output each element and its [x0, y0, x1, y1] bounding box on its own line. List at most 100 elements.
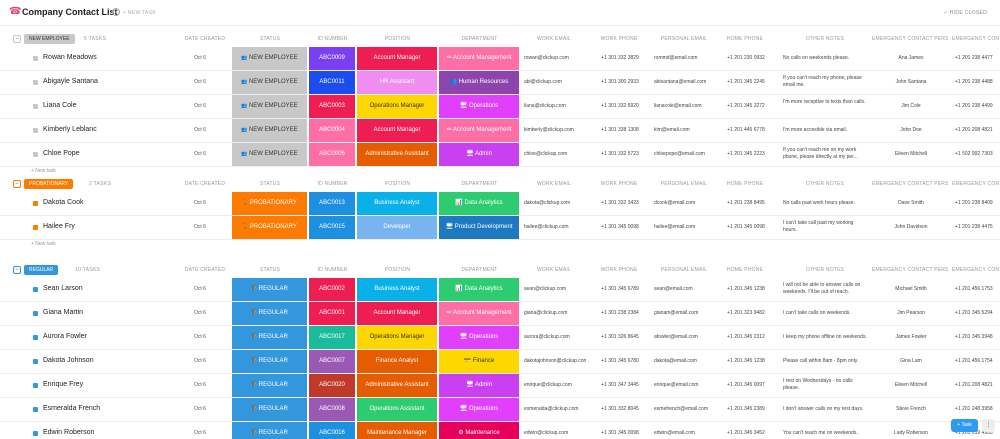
- work-phone[interactable]: +1 301 345 0098: [601, 430, 639, 436]
- work-email[interactable]: abi@clickup.com: [524, 79, 562, 85]
- table-row[interactable]: Hailee Fry Oct 6 🚶 PROBATIONARY ABC0015 Deve…: [0, 216, 1000, 240]
- column-header[interactable]: WORK PHONE: [600, 36, 638, 42]
- status-square-icon[interactable]: [33, 287, 38, 292]
- emergency-contact[interactable]: Eileen Mitchell: [894, 382, 928, 388]
- work-phone[interactable]: +1 301 332 5920: [601, 103, 639, 109]
- department-cell[interactable]: 🖥 Admin: [439, 374, 520, 397]
- id-number-cell[interactable]: ABC0013: [309, 192, 356, 215]
- work-email[interactable]: sean@clickup.com: [524, 286, 567, 292]
- other-notes[interactable]: I'm more receptive to texts than calls.: [783, 99, 866, 105]
- info-icon[interactable]: i: [112, 8, 120, 16]
- work-email[interactable]: liana@clickup.com: [524, 103, 566, 109]
- status-square-icon[interactable]: [33, 80, 38, 85]
- status-cell[interactable]: 👫 REGULAR: [232, 302, 308, 325]
- column-header[interactable]: OTHER NOTES: [805, 267, 845, 273]
- emergency-phone[interactable]: +1 201 239 4953: [955, 430, 993, 436]
- department-cell[interactable]: 🖥 Operations: [439, 95, 520, 118]
- department-cell[interactable]: ⚙ Maintenance: [439, 422, 520, 439]
- emergency-phone[interactable]: +1 201 238 4475: [955, 224, 993, 230]
- column-header[interactable]: WORK EMAIL: [537, 36, 571, 42]
- task-name[interactable]: Rowan Meadows: [43, 54, 97, 61]
- personal-email[interactable]: dakota@email.com: [654, 358, 697, 364]
- column-header[interactable]: EMERGENCY CONTA: [952, 36, 1000, 42]
- table-row[interactable]: Abigayle Santana Oct 6 👥 NEW EMPLOYEE ABC00…: [0, 71, 1000, 95]
- status-cell[interactable]: 👥 NEW EMPLOYEE: [232, 47, 308, 70]
- home-phone[interactable]: +1 201 345 2389: [727, 406, 765, 412]
- work-phone[interactable]: +1 301 338 1308: [601, 127, 639, 133]
- status-cell[interactable]: 👫 REGULAR: [232, 374, 308, 397]
- id-number-cell[interactable]: ABC0007: [309, 350, 356, 373]
- position-cell[interactable]: Administrative Assistant: [357, 374, 438, 397]
- status-cell[interactable]: 👥 NEW EMPLOYEE: [232, 95, 308, 118]
- column-header[interactable]: EMERGENCY CONTACT PERSON: [872, 181, 948, 187]
- work-phone[interactable]: +1 301 332 3423: [601, 200, 639, 206]
- work-phone[interactable]: +1 301 332 3829: [601, 55, 639, 61]
- status-cell[interactable]: 👫 REGULAR: [232, 350, 308, 373]
- column-header[interactable]: PERSONAL EMAIL: [660, 36, 708, 42]
- emergency-phone[interactable]: +1 201 248 3958: [955, 406, 993, 412]
- task-name[interactable]: Esmeralda French: [43, 405, 101, 412]
- work-email[interactable]: giana@clickup.com: [524, 310, 568, 316]
- status-cell[interactable]: 👥 NEW EMPLOYEE: [232, 119, 308, 142]
- work-email[interactable]: edwin@clickup.com: [524, 430, 569, 436]
- other-notes[interactable]: You can't reach me on weekends.: [783, 430, 858, 436]
- emergency-contact[interactable]: John Doe: [900, 127, 922, 133]
- position-cell[interactable]: Account Manager: [357, 119, 438, 142]
- department-cell[interactable]: ✏ Account Management: [439, 119, 520, 142]
- table-row[interactable]: Aurora Fowler Oct 6 👫 REGULAR ABC0017 Operat…: [0, 326, 1000, 350]
- status-cell[interactable]: 👥 NEW EMPLOYEE: [232, 71, 308, 94]
- position-cell[interactable]: Account Manager: [357, 302, 438, 325]
- table-row[interactable]: Dakota Cook Oct 6 🚶 PROBATIONARY ABC0013 Bus…: [0, 192, 1000, 216]
- other-notes[interactable]: I don't answer calls on my rest days.: [783, 406, 864, 412]
- personal-email[interactable]: gianam@email.com: [654, 310, 699, 316]
- position-cell[interactable]: Business Analyst: [357, 192, 438, 215]
- position-cell[interactable]: Developer: [357, 216, 438, 239]
- work-phone[interactable]: +1 301 347 3445: [601, 382, 639, 388]
- emergency-phone[interactable]: +1 201 238 4499: [955, 103, 993, 109]
- emergency-phone[interactable]: +1 201 238 4477: [955, 55, 993, 61]
- column-header[interactable]: HOME PHONE: [726, 181, 764, 187]
- task-name[interactable]: Enrique Frey: [43, 381, 84, 388]
- new-task-button[interactable]: + NEW TASK: [123, 10, 156, 16]
- table-row[interactable]: Sean Larson Oct 6 👫 REGULAR ABC0002 Business…: [0, 278, 1000, 302]
- personal-email[interactable]: kim@email.com: [654, 127, 690, 133]
- status-square-icon[interactable]: [33, 335, 38, 340]
- work-email[interactable]: chloe@clickup.com: [524, 151, 568, 157]
- status-square-icon[interactable]: [33, 407, 38, 412]
- home-phone[interactable]: +1 201 238 8495: [727, 200, 765, 206]
- emergency-phone[interactable]: +1 201 456 1753: [955, 286, 993, 292]
- department-cell[interactable]: 👥 Human Resources: [439, 71, 520, 94]
- column-header[interactable]: DATE CREATED: [184, 36, 226, 42]
- home-phone[interactable]: +1 201 345 2223: [727, 151, 765, 157]
- table-row[interactable]: Esmeralda French Oct 6 👫 REGULAR ABC0008 Ope…: [0, 398, 1000, 422]
- position-cell[interactable]: Operations Assistant: [357, 398, 438, 421]
- other-notes[interactable]: If you can't reach me on my work phone, …: [783, 147, 858, 160]
- department-cell[interactable]: 📊 Data Analytics: [439, 192, 520, 215]
- column-header[interactable]: EMERGENCY CONTA: [952, 181, 1000, 187]
- collapse-icon[interactable]: −: [13, 35, 21, 43]
- column-header[interactable]: DATE CREATED: [184, 181, 226, 187]
- task-name[interactable]: Hailee Fry: [43, 223, 75, 230]
- personal-email[interactable]: sean@email.com: [654, 286, 693, 292]
- column-header[interactable]: POSITION: [384, 267, 411, 273]
- id-number-cell[interactable]: ABC0015: [309, 216, 356, 239]
- other-notes[interactable]: I'm more accesible via email.: [783, 127, 848, 133]
- home-phone[interactable]: +1 201 345 0097: [727, 382, 765, 388]
- emergency-contact[interactable]: Gina Lam: [900, 358, 922, 364]
- column-header[interactable]: ID NUMBER: [317, 36, 348, 42]
- personal-email[interactable]: abisantana@email.com: [654, 79, 707, 85]
- column-header[interactable]: ID NUMBER: [317, 267, 348, 273]
- home-phone[interactable]: +1 201 230 0932: [727, 55, 765, 61]
- emergency-phone[interactable]: +1 201 238 8409: [955, 200, 993, 206]
- department-cell[interactable]: ✏ Account Management: [439, 302, 520, 325]
- position-cell[interactable]: Operations Manager: [357, 326, 438, 349]
- task-name[interactable]: Giana Martin: [43, 309, 84, 316]
- other-notes[interactable]: I can't take calls on weekends.: [783, 310, 851, 316]
- table-row[interactable]: Edwin Roberson Oct 6 👫 REGULAR ABC0016 Maint…: [0, 422, 1000, 439]
- work-email[interactable]: dakota@clickup.com: [524, 200, 571, 206]
- other-notes[interactable]: I rest on Wednesdays - no calls please.: [783, 378, 853, 391]
- table-row[interactable]: Giana Martin Oct 6 👫 REGULAR ABC0001 Account…: [0, 302, 1000, 326]
- task-name[interactable]: Sean Larson: [43, 285, 83, 292]
- column-header[interactable]: WORK PHONE: [600, 267, 638, 273]
- column-header[interactable]: EMERGENCY CONTA: [952, 267, 1000, 273]
